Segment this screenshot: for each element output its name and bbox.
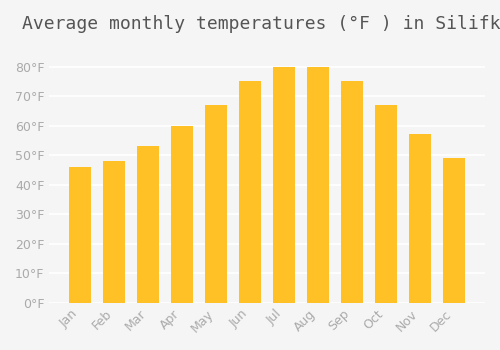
Bar — [69, 167, 92, 303]
Bar — [239, 81, 261, 303]
Bar — [103, 161, 126, 303]
Title: Average monthly temperatures (°F ) in Silifke: Average monthly temperatures (°F ) in Si… — [22, 15, 500, 33]
Bar — [341, 81, 363, 303]
Bar — [137, 146, 159, 303]
Bar — [375, 105, 397, 303]
Bar — [307, 66, 329, 303]
Bar — [443, 158, 465, 303]
Bar — [171, 126, 193, 303]
Bar — [273, 66, 295, 303]
Bar — [409, 134, 431, 303]
Bar — [205, 105, 227, 303]
